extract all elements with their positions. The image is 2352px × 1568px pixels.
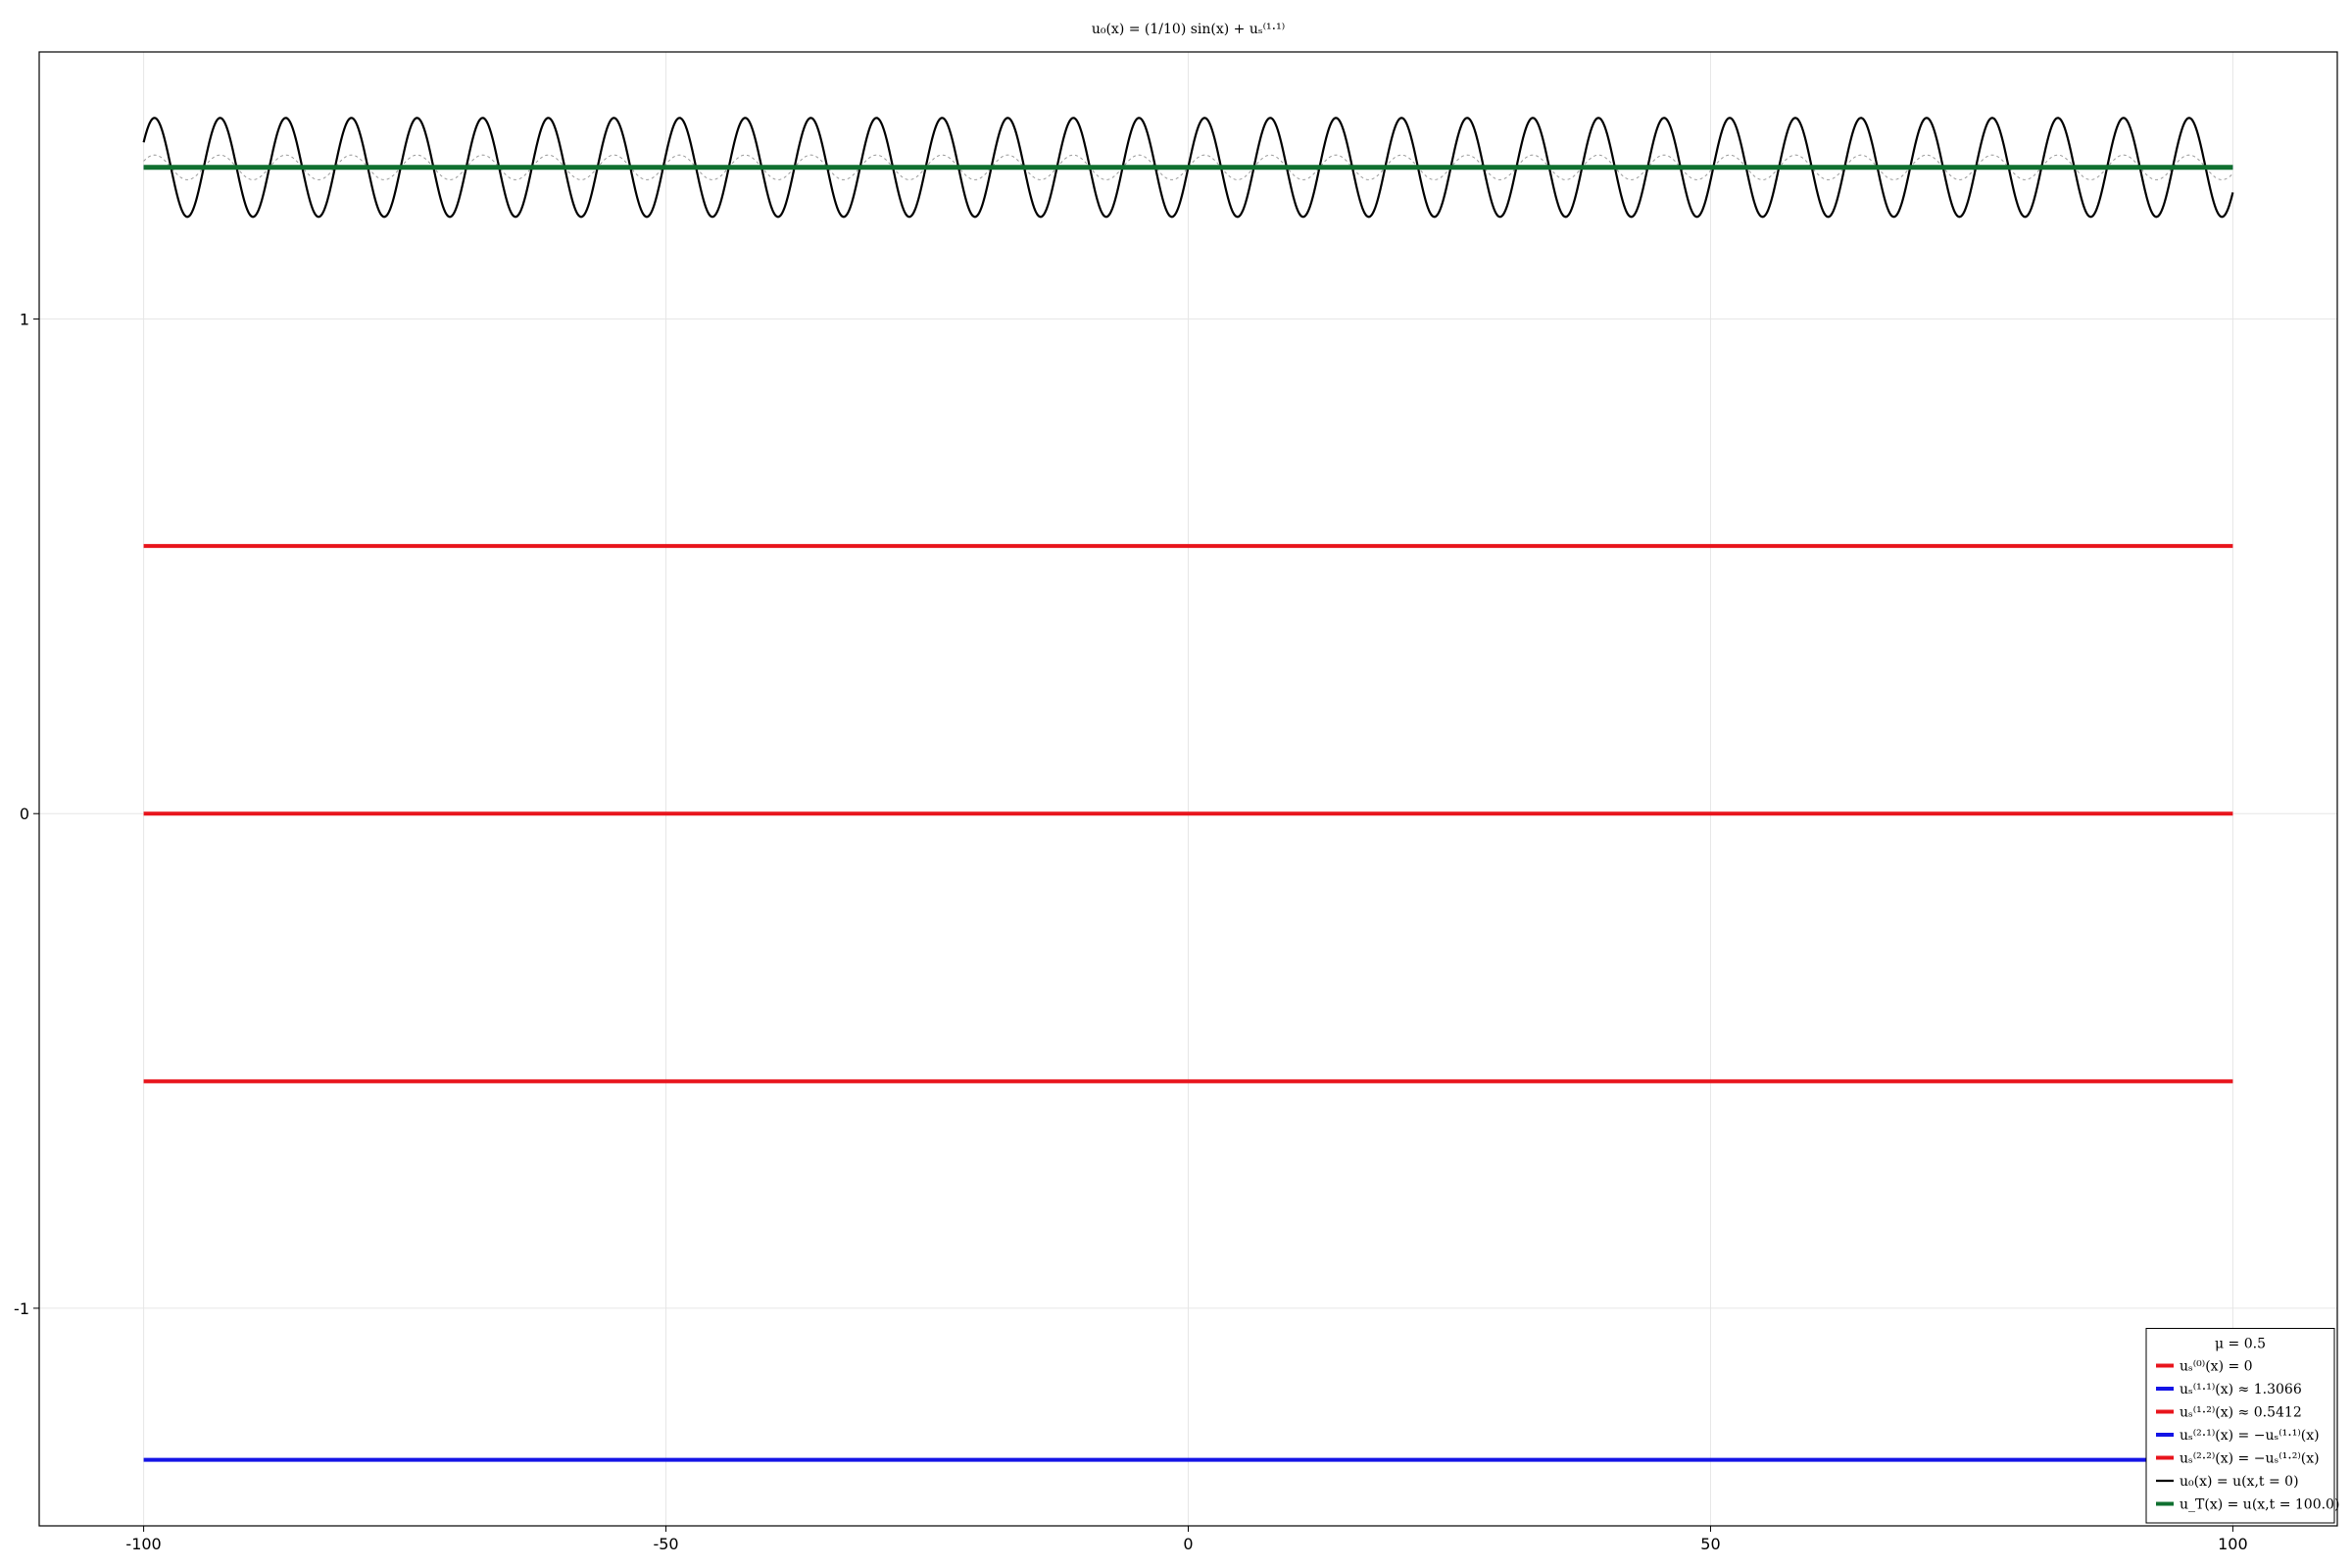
y-axis: -1 0 1 xyxy=(14,311,39,1318)
x-tick-label: -100 xyxy=(125,1535,161,1553)
legend-title: μ = 0.5 xyxy=(2215,1337,2266,1352)
legend-entry: uₛ⁽⁰⁾(x) = 0 xyxy=(2180,1359,2253,1375)
x-tick-label: 50 xyxy=(1700,1535,1720,1553)
legend: μ = 0.5 uₛ⁽⁰⁾(x) = 0 uₛ⁽¹·¹⁾(x) ≈ 1.3066 uₛ… xyxy=(2145,1328,2339,1524)
legend-entry: uₛ⁽²·¹⁾(x) = −uₛ⁽¹·¹⁾(x) xyxy=(2180,1428,2320,1444)
legend-entry: uₛ⁽¹·²⁾(x) ≈ 0.5412 xyxy=(2180,1405,2302,1421)
legend-entry: uₛ⁽²·²⁾(x) = −uₛ⁽¹·²⁾(x) xyxy=(2180,1451,2320,1467)
y-tick-label: -1 xyxy=(14,1299,29,1318)
legend-entry: u_T(x) = u(x,t = 100.0) xyxy=(2180,1497,2339,1513)
x-tick-label: -50 xyxy=(653,1535,678,1553)
x-tick-label: 100 xyxy=(2218,1535,2248,1553)
legend-entry: uₛ⁽¹·¹⁾(x) ≈ 1.3066 xyxy=(2180,1382,2302,1397)
legend-box xyxy=(2145,1328,2335,1524)
chart-title: u₀(x) = (1/10) sin(x) + uₛ⁽¹·¹⁾ xyxy=(1092,22,1285,37)
x-tick-label: 0 xyxy=(1183,1535,1193,1553)
legend-entry: u₀(x) = u(x,t = 0) xyxy=(2180,1474,2299,1490)
x-axis: -100 -50 0 50 100 xyxy=(125,1526,2248,1553)
series-layer xyxy=(142,117,2234,1462)
y-tick-label: 1 xyxy=(20,311,29,329)
y-tick-label: 0 xyxy=(20,805,29,823)
